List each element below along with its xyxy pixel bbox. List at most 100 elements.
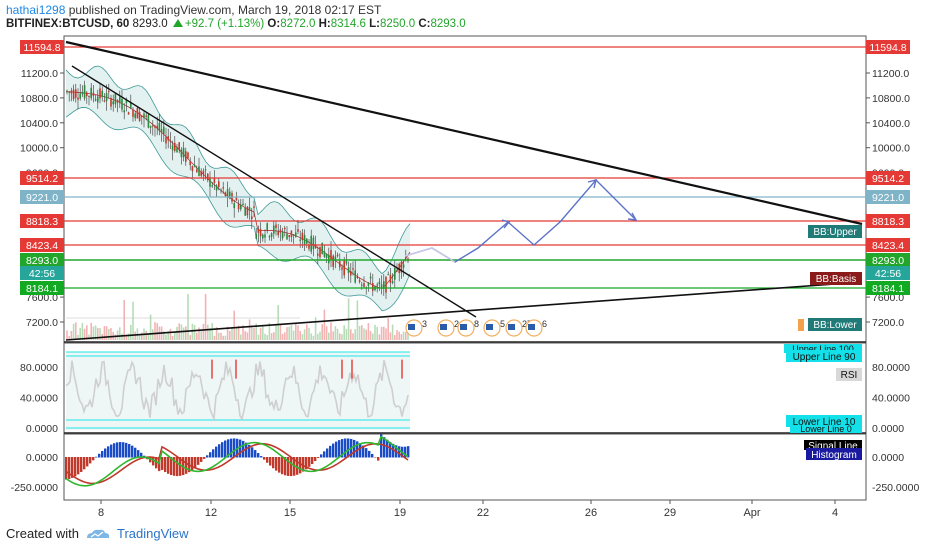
macd-histogram-bar: [206, 455, 209, 458]
volume-bar: [321, 324, 323, 340]
candle-body: [369, 276, 372, 279]
macd-histogram-bar: [212, 449, 215, 458]
arrow-head-icon: [587, 179, 597, 189]
candle-body: [264, 234, 266, 238]
level-price-tag: 11594.8: [866, 40, 910, 54]
candle-body: [130, 102, 132, 108]
candle-body: [207, 173, 209, 181]
volume-bar: [308, 327, 310, 340]
projection-path-start: [404, 247, 456, 263]
candle-body: [354, 270, 356, 283]
macd-histogram-bar: [95, 456, 98, 458]
candle-body: [314, 244, 317, 249]
svg-text:Histogram: Histogram: [811, 450, 857, 461]
price-axis-tick-right: 7600.0: [872, 292, 904, 304]
volume-bar: [400, 334, 403, 340]
rsi-series: [65, 360, 409, 422]
candle-body: [224, 192, 227, 197]
volume-bar: [141, 332, 143, 340]
volume-bar: [224, 335, 227, 340]
macd-histogram-bar: [221, 442, 224, 458]
macd-histogram-bar: [110, 444, 113, 458]
volume-bar: [145, 330, 147, 340]
candle-body: [97, 96, 99, 103]
event-marker[interactable]: 6: [525, 319, 547, 337]
candle-body: [275, 224, 277, 229]
price-axis-tick-left: 7600.0: [26, 292, 58, 304]
macd-histogram-bar: [248, 444, 251, 458]
volume-bar: [310, 333, 312, 340]
volume-bar: [286, 327, 288, 340]
volume-bar: [380, 326, 383, 340]
candle-body: [325, 254, 328, 259]
volume-bar: [138, 335, 141, 340]
macd-signal-series: [65, 443, 409, 485]
candle-body: [383, 281, 385, 289]
candle-body: [79, 93, 81, 99]
time-axis-tick: 8: [98, 507, 104, 519]
svg-text:8423.4: 8423.4: [872, 240, 904, 252]
volume-bar: [396, 330, 398, 340]
volume-bar: [374, 324, 376, 340]
candle-body: [378, 281, 381, 285]
macd-histogram-bar: [296, 457, 299, 475]
candle-body: [209, 177, 211, 187]
volume-bar: [235, 327, 238, 340]
event-marker[interactable]: 3: [405, 319, 427, 337]
trendline-ascending-support[interactable]: [65, 281, 863, 341]
candle-body: [345, 261, 348, 264]
volume-bar: [70, 331, 73, 340]
volume-bar: [121, 333, 123, 340]
candle-body: [196, 169, 198, 173]
rsi-axis-tick-left: 40.0000: [20, 393, 58, 405]
volume-bar: [328, 332, 330, 340]
time-axis-tick: 26: [585, 507, 597, 519]
candle-body: [352, 268, 354, 270]
candle-body: [169, 140, 172, 142]
event-markers[interactable]: 3285276: [405, 319, 547, 337]
candle-body: [270, 233, 273, 237]
candle-body: [156, 125, 158, 129]
trendline-short-descending[interactable]: [71, 65, 477, 318]
volume-bar: [187, 293, 189, 340]
macd-histogram-bar: [83, 457, 86, 470]
candle-body: [134, 113, 136, 119]
candle-body: [400, 261, 403, 273]
candle-body: [385, 276, 387, 293]
macd-histogram-bar: [392, 443, 395, 458]
candle-body: [204, 169, 207, 171]
created-with-text: Created with: [6, 526, 79, 541]
candle-body: [200, 171, 202, 176]
macd-histogram-bar: [242, 440, 245, 458]
volume-bar: [169, 328, 172, 340]
macd-histogram-bar: [302, 457, 305, 472]
event-marker[interactable]: 8: [457, 319, 479, 337]
volume-bar: [163, 331, 165, 340]
candle-body: [402, 264, 405, 268]
candle-body: [297, 229, 299, 232]
level-price-tag: 8184.1: [866, 281, 910, 295]
event-marker[interactable]: 5: [483, 319, 505, 337]
volume-bar: [297, 325, 299, 340]
macd-histogram-bar: [260, 456, 263, 458]
candle-body: [257, 228, 260, 233]
macd-histogram-bar: [278, 457, 281, 473]
svg-text:8818.3: 8818.3: [26, 216, 58, 228]
macd-histogram-bar: [266, 457, 269, 463]
author-link[interactable]: hathai1298: [6, 3, 66, 17]
macd-axis: 0.0000 0.0000 -250.0000 -250.0000: [11, 452, 920, 494]
macd-histogram-bar: [92, 457, 95, 461]
volume-bar: [119, 327, 121, 340]
candle-body: [405, 257, 407, 259]
candle-body: [328, 254, 330, 264]
candle-body: [77, 97, 79, 100]
price-axis-tick-left: 10800.0: [20, 93, 58, 105]
symbol-label[interactable]: BITFINEX:BTCUSD, 60: [6, 18, 130, 30]
event-marker[interactable]: 2: [437, 319, 459, 337]
trendline-long-descending[interactable]: [65, 40, 863, 226]
tradingview-link[interactable]: TradingView: [116, 526, 189, 541]
candle-body: [310, 235, 312, 252]
time-axis-tick: 15: [284, 507, 296, 519]
candle-body: [143, 113, 145, 119]
